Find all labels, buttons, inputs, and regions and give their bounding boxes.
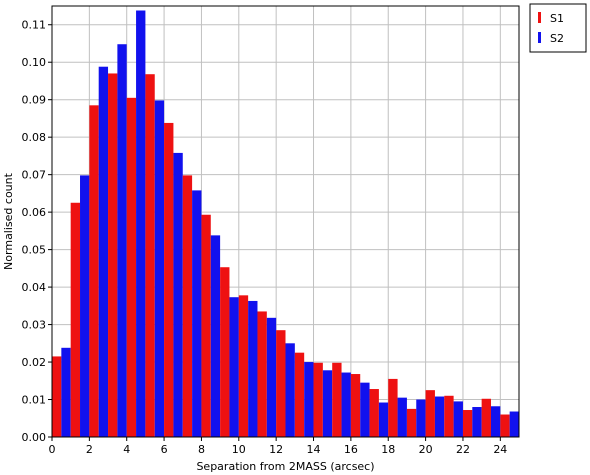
y-tick-label: 0.01 [22,394,47,407]
bar-s1 [70,202,81,437]
bar-s2 [453,401,463,437]
bar-s2 [210,235,221,437]
bar-s2 [416,399,426,437]
x-tick-label: 20 [419,443,433,456]
bar-s2 [61,347,71,437]
bar-s2 [229,297,239,437]
bar-s1 [388,378,398,437]
bar-s2 [322,370,333,437]
bar-s2 [136,10,146,437]
x-tick-label: 12 [269,443,283,456]
x-tick-label: 10 [232,443,246,456]
bar-s2 [360,382,370,437]
bar-s2 [285,343,295,437]
legend-swatch-s2 [538,32,541,43]
legend: S1 S2 [529,3,587,53]
bar-s2 [378,402,389,437]
bar-s2 [117,44,127,438]
bar-s2 [304,362,314,437]
x-tick-label: 8 [198,443,205,456]
bar-s1 [276,330,286,437]
bar-s2 [98,66,109,437]
bar-s1 [406,408,417,437]
legend-label-s1: S1 [550,12,564,25]
x-tick-label: 16 [344,443,358,456]
x-tick-label: 6 [161,443,168,456]
bar-s1 [332,362,342,437]
bar-s2 [192,190,202,437]
legend-label-s2: S2 [550,32,564,45]
y-axis-title: Normalised count [2,172,15,270]
plot-frame [51,5,520,438]
y-tick-label: 0.11 [22,19,47,32]
y-tick-label: 0.06 [22,206,47,219]
bars [52,10,519,438]
bar-s1 [313,362,323,437]
x-tick-label: 18 [381,443,395,456]
y-tick-label: 0.05 [22,244,47,257]
y-tick-label: 0.09 [22,94,47,107]
x-tick-label: 14 [307,443,321,456]
bar-s2 [154,100,165,437]
bar-s1 [201,214,211,437]
y-tick-label: 0.03 [22,319,47,332]
y-tick-label: 0.10 [22,56,47,69]
legend-swatch-s1 [538,12,541,23]
bar-s1 [481,398,491,437]
bar-s1 [462,410,473,437]
bar-s1 [220,267,230,437]
bar-s1 [126,97,137,437]
bar-s2 [341,372,351,437]
bar-s2 [397,397,407,437]
bar-s1 [145,74,155,437]
bar-s1 [182,175,193,437]
x-tick-label: 22 [456,443,470,456]
bar-s2 [266,317,277,437]
y-tick-label: 0.08 [22,131,47,144]
bar-s1 [425,390,435,437]
bar-s2 [173,152,183,437]
bar-s2 [248,300,258,437]
x-tick-label: 24 [493,443,507,456]
bar-s1 [52,356,62,437]
bar-s1 [444,395,454,437]
bar-s2 [434,396,445,437]
bar-s1 [294,352,305,437]
bar-s2 [80,175,90,437]
bar-s1 [164,122,174,437]
bar-s2 [490,406,501,437]
y-tick-label: 0.04 [22,281,47,294]
y-tick-label: 0.07 [22,169,47,182]
bar-s2 [509,411,519,437]
bar-s1 [500,414,510,437]
bar-s1 [350,374,361,437]
axis-ticks: 0.00 0.01 0.02 0.03 0.04 0.05 0.06 0.07 0.08 0.09… [22,19,508,456]
bar-s1 [257,311,267,437]
x-tick-label: 0 [49,443,56,456]
y-tick-label: 0.02 [22,356,47,369]
bar-s1 [108,73,118,437]
bar-s1 [89,105,99,438]
y-tick-label: 0.00 [22,431,47,444]
x-tick-label: 2 [86,443,93,456]
x-tick-label: 4 [123,443,130,456]
x-axis-title: Separation from 2MASS (arcsec) [196,460,374,473]
bar-s1 [238,295,249,437]
bar-s2 [472,407,482,437]
bar-s1 [369,389,379,437]
